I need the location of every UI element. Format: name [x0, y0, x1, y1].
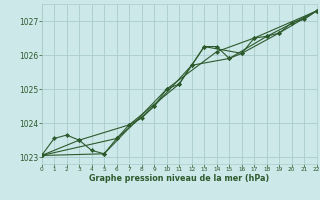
- X-axis label: Graphe pression niveau de la mer (hPa): Graphe pression niveau de la mer (hPa): [89, 174, 269, 183]
